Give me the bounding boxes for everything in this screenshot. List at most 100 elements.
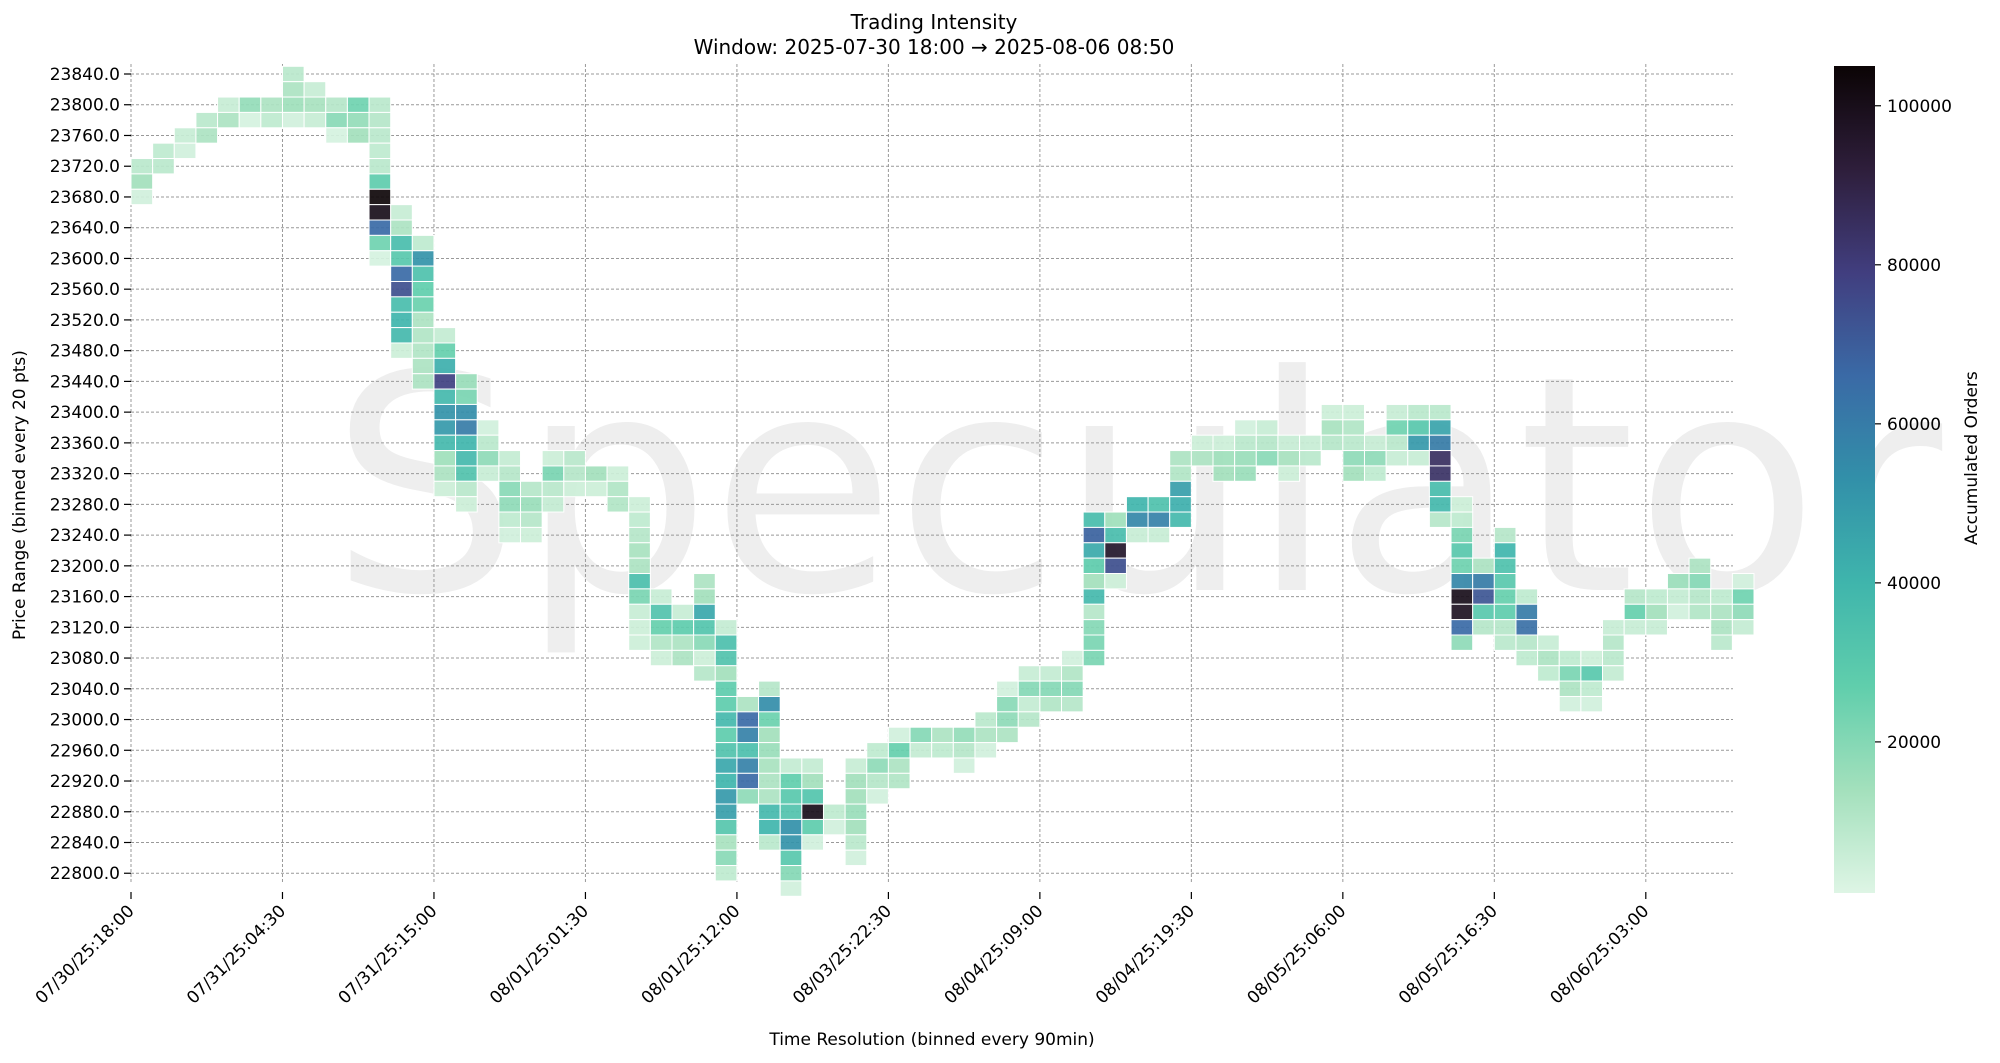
heatmap-cell: [996, 680, 1019, 697]
x-tick-label: 08/05/25:06:00: [1244, 901, 1351, 1008]
heatmap-cell: [1320, 434, 1344, 452]
heatmap-cell: [1299, 450, 1322, 467]
heatmap-cell: [1277, 465, 1301, 482]
heatmap-cell: [628, 573, 651, 590]
heatmap-cell: [411, 342, 435, 359]
heatmap-cell: [1537, 634, 1560, 651]
heatmap-cell: [606, 465, 630, 482]
y-tick-label: 22960.0: [50, 741, 120, 761]
heatmap-cell: [974, 726, 998, 744]
heatmap-cell: [1234, 434, 1257, 452]
heatmap-cell: [1017, 665, 1041, 682]
heatmap-cell: [1731, 603, 1755, 621]
y-tick-label: 22880.0: [50, 803, 120, 823]
heatmap-cell: [1450, 496, 1474, 513]
heatmap-cell: [1450, 542, 1474, 559]
heatmap-cell: [455, 373, 478, 390]
heatmap-cell: [736, 757, 760, 774]
heatmap-cell: [368, 204, 392, 221]
heatmap-cell: [1493, 634, 1517, 651]
heatmap-cell: [1082, 588, 1106, 605]
heatmap-cell: [1602, 649, 1625, 667]
x-tick-label: 07/31/25:04:30: [183, 901, 290, 1008]
heatmap-cell: [1407, 419, 1430, 436]
heatmap-cell: [1515, 603, 1539, 621]
heatmap-cell: [887, 742, 911, 759]
colorbar-tick-label: 80000: [1887, 256, 1941, 276]
heatmap-cell: [714, 818, 738, 836]
heatmap-cell: [822, 803, 846, 820]
heatmap-cell: [455, 403, 478, 421]
heatmap-cell: [693, 603, 716, 621]
y-tick-label: 23360.0: [50, 434, 120, 454]
heatmap-cell: [1515, 619, 1539, 636]
heatmap-cell: [346, 127, 370, 144]
heatmap-cell: [649, 619, 673, 636]
colorbar-bar: [1834, 66, 1875, 893]
heatmap-cell: [368, 250, 392, 267]
heatmap-cell: [498, 526, 522, 544]
heatmap-cell: [1602, 619, 1625, 636]
heatmap-cell: [628, 526, 651, 544]
heatmap-cell: [866, 772, 889, 790]
heatmap-cell: [260, 96, 283, 113]
heatmap-cell: [346, 111, 370, 129]
y-tick-label: 23200.0: [50, 557, 120, 577]
heatmap-cell: [1082, 542, 1106, 559]
heatmap-cell: [368, 173, 392, 190]
heatmap-cell: [671, 649, 695, 667]
heatmap-cell: [996, 695, 1019, 713]
heatmap-cell: [1450, 603, 1474, 621]
heatmap-cell: [844, 818, 868, 836]
heatmap-cell: [844, 834, 868, 851]
heatmap-cell: [1493, 588, 1517, 605]
heatmap-cell: [1147, 511, 1171, 528]
heatmap-cell: [779, 849, 803, 867]
heatmap-cell: [758, 803, 781, 820]
heatmap-cell: [281, 65, 305, 83]
heatmap-cell: [498, 450, 522, 467]
heatmap-cell: [649, 634, 673, 651]
y-tick-label: 23640.0: [50, 219, 120, 239]
heatmap-cell: [325, 127, 348, 144]
heatmap-cell: [1731, 619, 1755, 636]
y-tick-label: 22800.0: [50, 864, 120, 884]
heatmap-cell: [779, 818, 803, 836]
heatmap-cell: [411, 373, 435, 390]
y-tick-label: 23280.0: [50, 495, 120, 515]
heatmap-cell: [758, 742, 781, 759]
heatmap-cell: [1277, 434, 1301, 452]
heatmap-cell: [1039, 665, 1063, 682]
heatmap-cell: [433, 388, 457, 405]
heatmap-cell: [1169, 480, 1192, 498]
heatmap-cell: [1342, 419, 1365, 436]
heatmap-cell: [844, 757, 868, 774]
heatmap-cell: [844, 772, 868, 790]
heatmap-cell: [390, 219, 413, 236]
heatmap-cell: [1472, 588, 1495, 605]
heatmap-cell: [476, 434, 500, 452]
heatmap-cell: [714, 634, 738, 651]
heatmap-cell: [498, 480, 522, 498]
heatmap-cell: [801, 818, 824, 836]
heatmap-cell: [1428, 496, 1452, 513]
colorbar-label: Accumulated Orders: [1962, 371, 1982, 545]
heatmap-cell: [1472, 573, 1495, 590]
heatmap-cell: [390, 327, 413, 344]
heatmap-cell: [1407, 403, 1430, 421]
heatmap-cell: [1493, 526, 1517, 544]
heatmap-cell: [217, 96, 240, 113]
x-axis-label: Time Resolution (binned every 90min): [769, 1030, 1095, 1050]
heatmap-cell: [195, 127, 219, 144]
heatmap-cell: [844, 849, 868, 867]
heatmap-cell: [1212, 465, 1236, 482]
heatmap-cell: [433, 419, 457, 436]
y-tick-label: 23000.0: [50, 711, 120, 731]
heatmap-cell: [433, 465, 457, 482]
heatmap-cell: [433, 434, 457, 452]
heatmap-cell: [1493, 603, 1517, 621]
heatmap-cell: [1125, 496, 1149, 513]
heatmap-cell: [779, 803, 803, 820]
heatmap-cell: [1688, 573, 1712, 590]
